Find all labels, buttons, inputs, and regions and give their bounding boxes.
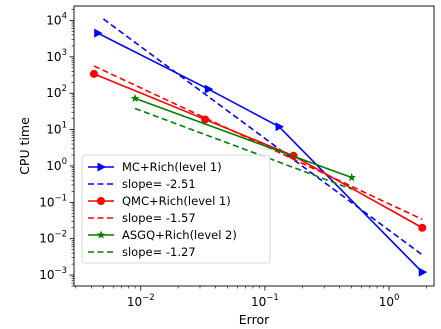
y-tick-label: 103 xyxy=(46,48,67,64)
tick-mantissa: 10 xyxy=(127,295,142,309)
tick-exponent: 4 xyxy=(62,11,67,21)
y-tick-label: 100 xyxy=(46,157,67,173)
tick-mantissa: 10 xyxy=(46,13,61,27)
data-point xyxy=(418,223,427,232)
y-tick-label: 10−3 xyxy=(39,266,67,282)
tick-mantissa: 10 xyxy=(46,159,61,173)
tick-mantissa: 10 xyxy=(46,123,61,137)
legend-entry: slope= -2.51 xyxy=(88,177,196,191)
tick-exponent: −1 xyxy=(266,293,279,303)
data-point xyxy=(130,93,140,103)
y-tick-label: 10−2 xyxy=(39,230,67,246)
tick-exponent: −1 xyxy=(54,193,67,203)
x-tick-label: 100 xyxy=(379,293,400,309)
series-0 xyxy=(94,28,428,277)
series-4 xyxy=(130,93,356,182)
tick-exponent: −3 xyxy=(54,266,67,276)
data-point xyxy=(418,267,428,277)
tick-mantissa: 10 xyxy=(46,86,61,100)
legend-label: slope= -1.57 xyxy=(122,211,196,225)
legend: MC+Rich(level 1) slope= -2.51 QMC+Rich(lev… xyxy=(81,154,271,264)
series-line xyxy=(97,32,423,273)
tick-exponent: 1 xyxy=(62,121,67,131)
data-point xyxy=(275,122,285,132)
y-axis-label: CPU time xyxy=(17,117,32,175)
tick-exponent: 2 xyxy=(62,84,67,94)
tick-mantissa: 10 xyxy=(39,268,54,282)
data-point xyxy=(89,69,98,78)
legend-marker xyxy=(97,197,105,205)
data-point xyxy=(204,84,214,94)
x-tick-label: 10−2 xyxy=(127,293,155,309)
tick-mantissa: 10 xyxy=(379,295,394,309)
legend-entry: MC+Rich(level 1) xyxy=(88,160,222,174)
legend-label: QMC+Rich(level 1) xyxy=(122,194,231,208)
legend-label: ASGQ+Rich(level 2) xyxy=(122,228,237,242)
x-axis-label: Error xyxy=(239,312,270,327)
tick-exponent: 0 xyxy=(394,293,399,303)
y-tick-label: 102 xyxy=(46,84,67,100)
tick-mantissa: 10 xyxy=(39,195,54,209)
legend-marker xyxy=(97,162,106,172)
slope-line xyxy=(134,107,352,190)
y-tick-label: 104 xyxy=(46,11,67,27)
legend-label: slope= -1.27 xyxy=(122,245,196,259)
y-tick-label: 101 xyxy=(46,121,67,137)
data-point xyxy=(201,115,210,124)
x-axis-ticks: 10−2 10−1 100 xyxy=(75,286,427,309)
legend-entry: QMC+Rich(level 1) xyxy=(88,194,231,208)
legend-box xyxy=(81,154,271,264)
tick-mantissa: 10 xyxy=(251,295,266,309)
series-line xyxy=(134,97,352,179)
x-tick-label: 10−1 xyxy=(251,293,279,309)
tick-mantissa: 10 xyxy=(39,232,54,246)
legend-label: slope= -2.51 xyxy=(122,177,196,191)
legend-entry: slope= -1.57 xyxy=(88,211,196,225)
legend-entry: slope= -1.27 xyxy=(88,245,196,259)
series-layer xyxy=(89,18,428,277)
data-point xyxy=(347,173,356,182)
tick-mantissa: 10 xyxy=(46,50,61,64)
series-line xyxy=(93,73,423,229)
legend-marker xyxy=(96,230,106,239)
legend-entry: ASGQ+Rich(level 2) xyxy=(88,228,237,242)
tick-exponent: 3 xyxy=(62,48,67,58)
tick-exponent: −2 xyxy=(54,230,67,240)
tick-exponent: −2 xyxy=(142,293,155,303)
y-tick-label: 10−1 xyxy=(39,193,67,209)
data-point xyxy=(94,28,103,38)
legend-label: MC+Rich(level 1) xyxy=(122,160,222,174)
tick-exponent: 0 xyxy=(62,157,67,167)
series-5 xyxy=(134,107,352,190)
